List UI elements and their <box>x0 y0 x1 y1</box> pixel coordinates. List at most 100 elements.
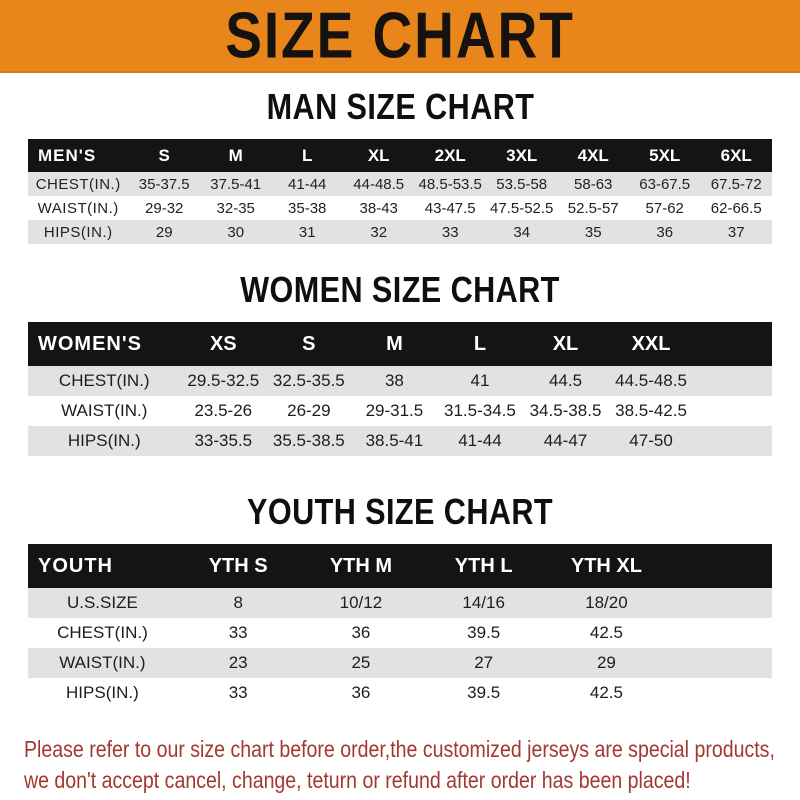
size-value-cell: 52.5-57 <box>557 196 629 220</box>
youth-waist-row: WAIST(IN.) 23 25 27 29 <box>28 648 772 678</box>
size-value-cell: 33-35.5 <box>180 426 267 456</box>
footer-note: Please refer to our size chart before or… <box>24 734 800 796</box>
spacer-cell <box>667 678 772 708</box>
size-value-cell: 41 <box>437 366 523 396</box>
size-value-cell: 26-29 <box>266 396 352 426</box>
size-value-cell: 14/16 <box>422 588 546 618</box>
size-chart-banner: SIZE CHART <box>0 0 800 73</box>
women-section-heading-text: WOMEN SIZE CHART <box>240 269 560 310</box>
youth-section-heading: YOUTH SIZE CHART <box>0 492 800 532</box>
size-column-header: 3XL <box>485 139 558 172</box>
women-hips-row: HIPS(IN.) 33-35.5 35.5-38.5 38.5-41 41-4… <box>28 426 772 456</box>
row-label: WAIST(IN.) <box>28 196 129 220</box>
size-value-cell: 25 <box>299 648 423 678</box>
youth-header-row: YOUTH YTH S YTH M YTH L YTH XL <box>28 544 772 588</box>
spacer-cell <box>667 648 772 678</box>
size-value-cell: 62-66.5 <box>700 196 772 220</box>
size-value-cell: 35.5-38.5 <box>266 426 352 456</box>
size-value-cell: 31 <box>271 220 343 244</box>
size-value-cell: 23.5-26 <box>180 396 267 426</box>
women-chest-row: CHEST(IN.) 29.5-32.5 32.5-35.5 38 41 44.… <box>28 366 772 396</box>
size-value-cell: 35-37.5 <box>128 172 200 196</box>
row-label: HIPS(IN.) <box>28 426 181 456</box>
men-header-row: MEN'S S M L XL 2XL 3XL 4XL 5XL 6XL <box>28 139 772 172</box>
women-section-heading: WOMEN SIZE CHART <box>0 270 800 310</box>
women-waist-row: WAIST(IN.) 23.5-26 26-29 29-31.5 31.5-34… <box>28 396 772 426</box>
size-value-cell: 23 <box>176 648 300 678</box>
size-value-cell: 44.5 <box>522 366 609 396</box>
size-value-cell: 18/20 <box>545 588 668 618</box>
row-label: CHEST(IN.) <box>28 172 129 196</box>
women-size-table: WOMEN'S XS S M L XL XXL CHEST(IN.) 29.5-… <box>28 322 772 456</box>
size-column-header: YTH S <box>176 544 300 588</box>
size-column-header: XL <box>342 139 415 172</box>
man-section-heading: MAN SIZE CHART <box>0 87 800 127</box>
size-value-cell: 27 <box>422 648 546 678</box>
size-column-header: YTH L <box>422 544 546 588</box>
size-value-cell: 10/12 <box>299 588 423 618</box>
size-value-cell: 39.5 <box>422 678 546 708</box>
women-header-row: WOMEN'S XS S M L XL XXL <box>28 322 772 366</box>
youth-section-heading-text: YOUTH SIZE CHART <box>246 491 553 532</box>
size-value-cell: 38.5-41 <box>351 426 438 456</box>
size-column-header: S <box>266 322 352 366</box>
size-value-cell: 36 <box>628 220 701 244</box>
footer-line-1: Please refer to our size chart before or… <box>24 736 775 762</box>
size-value-cell: 33 <box>176 618 300 648</box>
size-value-cell: 41-44 <box>437 426 523 456</box>
size-value-cell: 29-32 <box>128 196 200 220</box>
spacer-cell <box>667 588 772 618</box>
size-value-cell: 43-47.5 <box>414 196 486 220</box>
size-value-cell: 63-67.5 <box>628 172 701 196</box>
size-column-header: M <box>199 139 272 172</box>
size-column-header: YTH M <box>299 544 423 588</box>
size-value-cell: 38 <box>351 366 438 396</box>
size-value-cell: 44-48.5 <box>342 172 415 196</box>
size-value-cell: 30 <box>199 220 272 244</box>
banner-title: SIZE CHART <box>225 0 575 72</box>
spacer-cell <box>667 544 772 588</box>
size-value-cell: 37.5-41 <box>199 172 272 196</box>
youth-hips-row: HIPS(IN.) 33 36 39.5 42.5 <box>28 678 772 708</box>
size-value-cell: 29-31.5 <box>351 396 438 426</box>
spacer-cell <box>693 396 772 426</box>
size-value-cell: 32.5-35.5 <box>266 366 352 396</box>
size-column-header: XS <box>180 322 267 366</box>
row-label: HIPS(IN.) <box>28 678 177 708</box>
row-label: HIPS(IN.) <box>28 220 129 244</box>
size-column-header: L <box>437 322 523 366</box>
men-table-label: MEN'S <box>28 139 129 172</box>
youth-table-label: YOUTH <box>28 544 177 588</box>
size-value-cell: 57-62 <box>628 196 701 220</box>
size-value-cell: 35-38 <box>271 196 343 220</box>
size-value-cell: 67.5-72 <box>700 172 772 196</box>
size-column-header: 5XL <box>628 139 701 172</box>
size-value-cell: 31.5-34.5 <box>437 396 523 426</box>
size-value-cell: 8 <box>176 588 300 618</box>
size-value-cell: 44-47 <box>522 426 609 456</box>
footer-line-2: we don't accept cancel, change, teturn o… <box>24 767 691 793</box>
size-column-header: YTH XL <box>545 544 668 588</box>
size-column-header: XL <box>522 322 609 366</box>
size-value-cell: 36 <box>299 678 423 708</box>
size-column-header: 4XL <box>557 139 629 172</box>
size-value-cell: 35 <box>557 220 629 244</box>
size-value-cell: 44.5-48.5 <box>608 366 694 396</box>
row-label: WAIST(IN.) <box>28 648 177 678</box>
men-chest-row: CHEST(IN.) 35-37.5 37.5-41 41-44 44-48.5… <box>28 172 772 196</box>
size-value-cell: 39.5 <box>422 618 546 648</box>
size-value-cell: 32-35 <box>199 196 272 220</box>
size-value-cell: 36 <box>299 618 423 648</box>
size-value-cell: 34.5-38.5 <box>522 396 609 426</box>
size-value-cell: 33 <box>176 678 300 708</box>
size-value-cell: 47-50 <box>608 426 694 456</box>
size-value-cell: 38.5-42.5 <box>608 396 694 426</box>
row-label: U.S.SIZE <box>28 588 177 618</box>
size-value-cell: 33 <box>414 220 486 244</box>
youth-chest-row: CHEST(IN.) 33 36 39.5 42.5 <box>28 618 772 648</box>
size-value-cell: 34 <box>485 220 558 244</box>
spacer-cell <box>693 366 772 396</box>
size-value-cell: 48.5-53.5 <box>414 172 486 196</box>
size-value-cell: 58-63 <box>557 172 629 196</box>
